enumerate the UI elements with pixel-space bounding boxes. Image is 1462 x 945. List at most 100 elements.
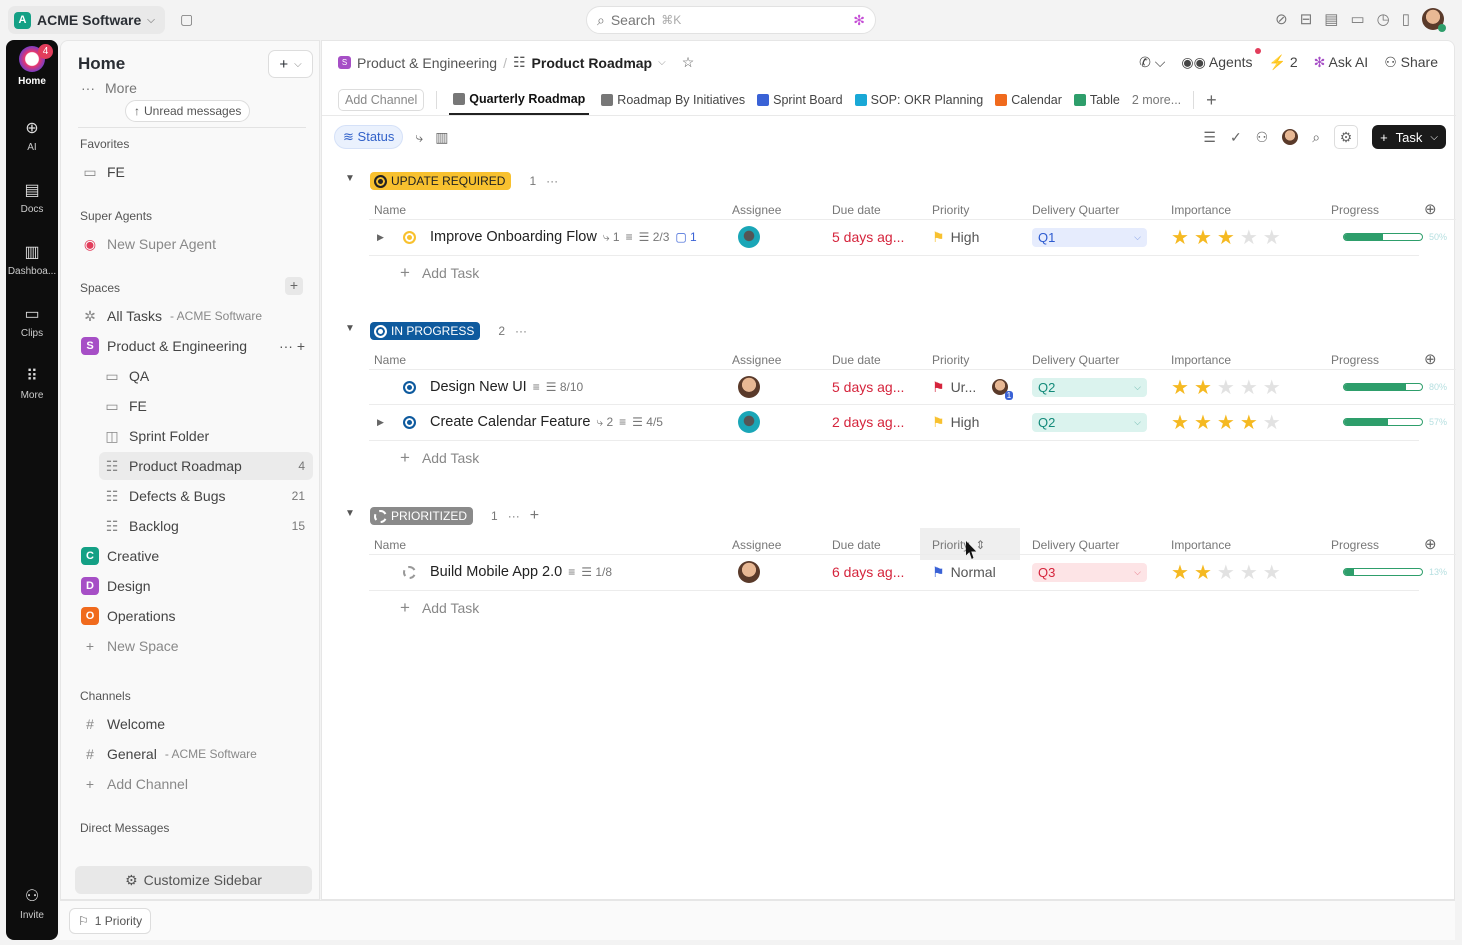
rail-item-more[interactable]: ⠿ More bbox=[6, 366, 58, 401]
filter-icon[interactable]: ☰ bbox=[1203, 128, 1216, 145]
sidebar-item-creative[interactable]: C Creative bbox=[77, 542, 313, 570]
assignee-avatar[interactable] bbox=[738, 226, 760, 248]
breadcrumb-list[interactable]: Product Roadmap bbox=[531, 54, 653, 71]
task-status-icon[interactable] bbox=[403, 415, 416, 429]
assignees-icon[interactable]: ⚇ bbox=[1255, 128, 1269, 145]
column-header-name[interactable]: Name bbox=[374, 203, 407, 217]
status-pill[interactable]: UPDATE REQUIRED bbox=[370, 172, 512, 190]
star-empty-icon[interactable]: ★ bbox=[1262, 411, 1281, 434]
star-empty-icon[interactable]: ★ bbox=[1239, 561, 1258, 584]
star-filled-icon[interactable]: ★ bbox=[1171, 226, 1189, 249]
task-row[interactable]: Build Mobile App 2.0 ≡ ☰ 1/8 6 days ag... ⚑ N… bbox=[369, 554, 1456, 589]
more-options-icon[interactable]: ··· bbox=[515, 324, 528, 338]
search-icon[interactable]: ⌕ bbox=[1312, 128, 1321, 145]
subtasks-icon[interactable]: ⤷ bbox=[415, 128, 424, 145]
delivery-quarter-select[interactable]: Q2 ⌵ bbox=[1032, 377, 1147, 397]
star-empty-icon[interactable]: ★ bbox=[1216, 561, 1235, 584]
task-name[interactable]: Design New UI bbox=[430, 379, 527, 395]
due-date[interactable]: 2 days ag... bbox=[832, 414, 905, 430]
star-empty-icon[interactable]: ★ bbox=[1262, 561, 1281, 584]
star-filled-icon[interactable]: ★ bbox=[1171, 411, 1189, 434]
importance-rating[interactable]: ★ ★ ★ ★ ★ bbox=[1171, 410, 1281, 435]
task-name[interactable]: Create Calendar Feature bbox=[430, 414, 591, 430]
columns-icon[interactable]: ▥ bbox=[435, 128, 449, 145]
collapse-toggle-icon[interactable]: ▼ bbox=[345, 173, 355, 184]
add-task-button[interactable]: + Task ⌵ bbox=[1372, 125, 1446, 149]
more-options-icon[interactable]: ··· bbox=[507, 509, 520, 523]
chevron-down-icon[interactable]: ⌵ bbox=[1430, 131, 1438, 143]
star-filled-icon[interactable]: ★ bbox=[1193, 226, 1212, 249]
sidebar-item-sprint-folder[interactable]: ◫ Sprint Folder bbox=[99, 422, 313, 450]
tab-quarterly-roadmap[interactable]: Quarterly Roadmap bbox=[449, 85, 590, 115]
assignee-avatar[interactable] bbox=[738, 561, 760, 583]
tab-sprint-board[interactable]: Sprint Board bbox=[757, 85, 843, 115]
star-filled-icon[interactable]: ★ bbox=[1216, 411, 1235, 434]
add-task-row[interactable]: + Add Task bbox=[369, 590, 1419, 625]
rail-item-ai[interactable]: ⊕ AI bbox=[6, 118, 58, 153]
star-filled-icon[interactable]: ★ bbox=[1171, 376, 1189, 399]
task-row[interactable]: ▶ Improve Onboarding Flow ⤷ 1 ≡ ☰ 2/3 ▢ 1 5 da… bbox=[369, 219, 1456, 254]
more-options-icon[interactable]: ··· bbox=[546, 174, 559, 188]
column-header-due-date[interactable]: Due date bbox=[832, 203, 881, 217]
column-header-delivery-quarter[interactable]: Delivery Quarter bbox=[1032, 353, 1120, 367]
workspace-switcher[interactable]: A ACME Software ⌵ bbox=[8, 6, 165, 34]
rail-item-dashboa[interactable]: ▥ Dashboa... bbox=[6, 242, 58, 277]
task-row[interactable]: ▶ Create Calendar Feature ⤷ 2 ≡ ☰ 4/5 2 days … bbox=[369, 404, 1456, 439]
importance-rating[interactable]: ★ ★ ★ ★ ★ bbox=[1171, 225, 1281, 250]
share-button[interactable]: ⚇ Share bbox=[1384, 54, 1438, 71]
column-header-assignee[interactable]: Assignee bbox=[732, 538, 782, 552]
column-header-importance[interactable]: Importance bbox=[1171, 203, 1232, 217]
create-button[interactable]: + ⌵ bbox=[268, 50, 313, 78]
video-icon[interactable]: ▭ bbox=[1350, 11, 1365, 28]
add-task-icon[interactable]: + bbox=[529, 507, 540, 524]
column-header-priority[interactable]: Priority bbox=[932, 203, 970, 217]
collapse-toggle-icon[interactable]: ▼ bbox=[345, 508, 355, 519]
column-header-assignee[interactable]: Assignee bbox=[732, 203, 782, 217]
star-empty-icon[interactable]: ★ bbox=[1262, 226, 1281, 249]
column-header-progress[interactable]: Progress bbox=[1331, 203, 1380, 217]
task-row[interactable]: Design New UI ≡ ☰ 8/10 5 days ag... ⚑ Ur... 1 Q… bbox=[369, 369, 1456, 404]
new-super-agent-item[interactable]: ◉ New Super Agent bbox=[77, 230, 313, 258]
priority-cell[interactable]: ⚑ High bbox=[932, 414, 979, 431]
add-view-icon[interactable]: + bbox=[1206, 89, 1217, 110]
tab-sop-okr-planning[interactable]: SOP: OKR Planning bbox=[854, 85, 983, 115]
column-header-due-date[interactable]: Due date bbox=[832, 353, 881, 367]
collapse-toggle-icon[interactable]: ▼ bbox=[345, 323, 355, 334]
group-by-status-button[interactable]: ≋ Status bbox=[334, 125, 404, 149]
task-name[interactable]: Improve Onboarding Flow bbox=[430, 229, 597, 245]
user-avatar[interactable] bbox=[1422, 8, 1446, 32]
star-filled-icon[interactable]: ★ bbox=[1193, 561, 1212, 584]
priority-cell[interactable]: ⚑ Normal bbox=[932, 564, 996, 581]
star-filled-icon[interactable]: ★ bbox=[1193, 411, 1212, 434]
favorite-item[interactable]: ▭ FE bbox=[77, 158, 313, 186]
new-reminder-icon[interactable]: ⊘ bbox=[1275, 11, 1288, 28]
sidebar-item-product-roadmap[interactable]: ☷ Product Roadmap 4 bbox=[99, 452, 313, 480]
rail-item-home[interactable]: 4 Home bbox=[6, 44, 58, 87]
due-date[interactable]: 6 days ag... bbox=[832, 564, 905, 580]
task-status-icon[interactable] bbox=[403, 380, 416, 394]
priority-cell[interactable]: ⚑ High bbox=[932, 229, 979, 246]
status-pill[interactable]: IN PROGRESS bbox=[370, 322, 481, 340]
add-space-icon[interactable]: + bbox=[285, 277, 303, 295]
me-avatar[interactable] bbox=[1282, 129, 1299, 145]
sidebar-item-design[interactable]: D Design bbox=[77, 572, 313, 600]
sidebar-item-product-engineering[interactable]: S Product & Engineering ··· + bbox=[77, 332, 313, 360]
notepad-icon[interactable]: ▤ bbox=[1324, 11, 1339, 28]
column-header-progress[interactable]: Progress bbox=[1331, 538, 1380, 552]
star-empty-icon[interactable]: ★ bbox=[1262, 376, 1281, 399]
priority-cell[interactable]: ⚑ Ur... 1 bbox=[932, 379, 1014, 400]
sidebar-item-operations[interactable]: O Operations bbox=[77, 602, 313, 630]
sidebar-item-new-space[interactable]: + New Space bbox=[77, 632, 313, 660]
tab-table[interactable]: Table bbox=[1073, 85, 1120, 115]
check-circle-icon[interactable]: ✓ bbox=[1229, 128, 1242, 145]
customize-sidebar-button[interactable]: ⚙ Customize Sidebar bbox=[75, 866, 312, 894]
column-header-delivery-quarter[interactable]: Delivery Quarter bbox=[1032, 203, 1120, 217]
channel-general[interactable]: # General - ACME Software bbox=[77, 740, 313, 768]
star-icon[interactable]: ☆ bbox=[681, 54, 695, 70]
automations-button[interactable]: ⚡ 2 bbox=[1269, 54, 1298, 71]
add-task-row[interactable]: + Add Task bbox=[369, 255, 1419, 290]
ai-icon[interactable]: ✻ bbox=[853, 11, 865, 28]
expand-icon[interactable]: ▶ bbox=[377, 416, 384, 427]
column-header-name[interactable]: Name bbox=[374, 538, 407, 552]
task-status-icon[interactable] bbox=[403, 230, 416, 244]
